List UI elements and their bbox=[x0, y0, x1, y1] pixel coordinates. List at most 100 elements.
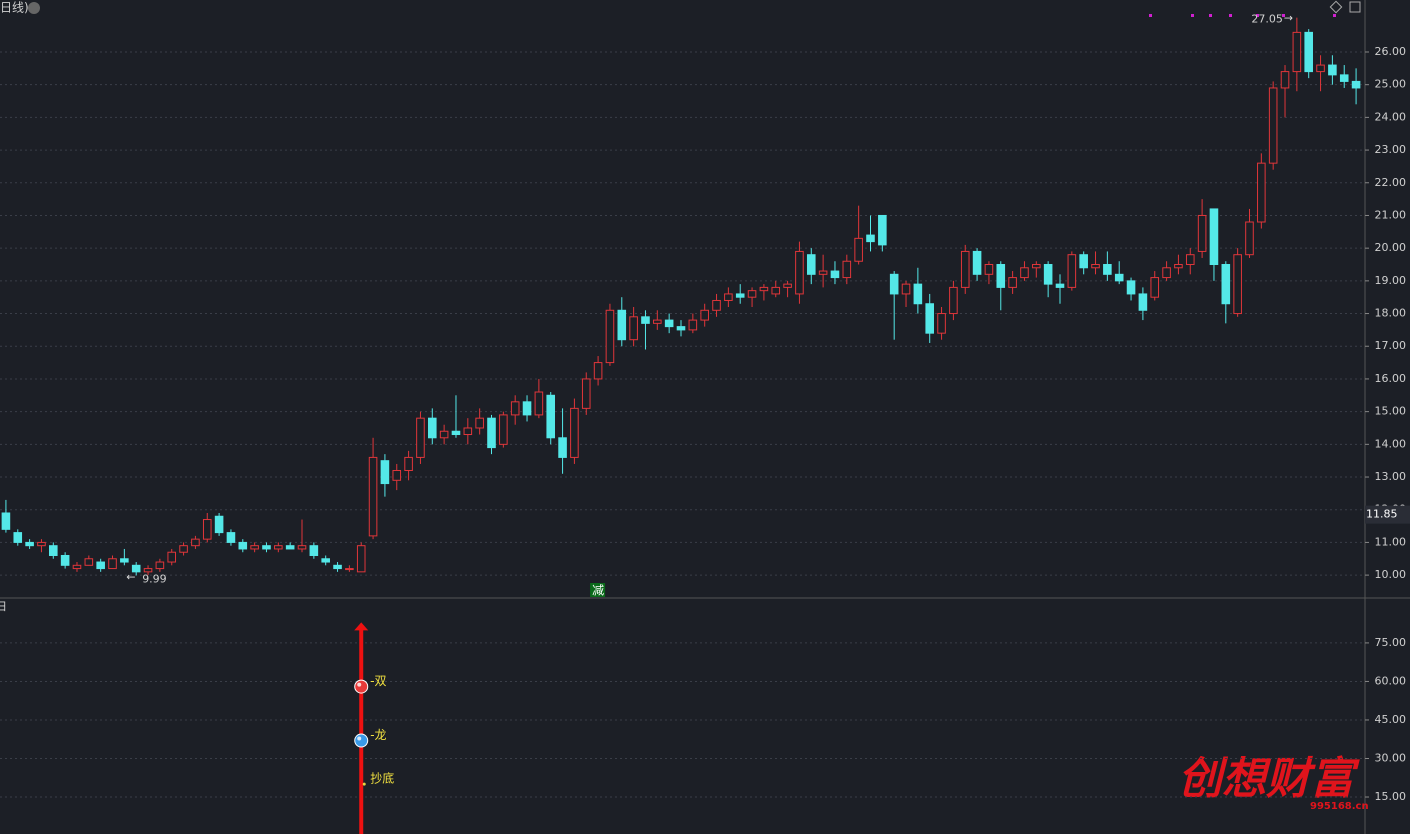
y-tick-label: 16.00 bbox=[1375, 372, 1407, 385]
candle-body bbox=[1221, 264, 1231, 305]
last-price-label: 11.85 bbox=[1366, 508, 1398, 521]
candle-body bbox=[250, 545, 259, 550]
candle-body bbox=[1150, 277, 1160, 298]
candle-body bbox=[416, 417, 425, 458]
candle-body bbox=[901, 283, 911, 295]
candle-body bbox=[724, 293, 733, 301]
marker bbox=[354, 679, 369, 694]
candle-body bbox=[1079, 254, 1088, 269]
marker bbox=[362, 782, 366, 786]
candle-body bbox=[1043, 264, 1053, 285]
candle-body bbox=[1233, 254, 1242, 315]
candle-body bbox=[179, 545, 188, 553]
candle-body bbox=[427, 417, 437, 439]
candle-body bbox=[570, 407, 579, 458]
candle-body bbox=[120, 558, 129, 563]
candle-body bbox=[1032, 264, 1041, 269]
candle-body bbox=[25, 541, 34, 547]
candle-body bbox=[925, 303, 935, 334]
candle-body bbox=[1268, 87, 1278, 164]
y-tick-label: 21.00 bbox=[1375, 208, 1407, 221]
marker-label: -双 bbox=[370, 674, 386, 688]
candle-body bbox=[463, 427, 473, 436]
candle-body bbox=[759, 286, 769, 292]
candle-body bbox=[1067, 254, 1077, 288]
candle-body bbox=[534, 391, 544, 416]
candle-body bbox=[96, 561, 105, 570]
candle-body bbox=[60, 554, 70, 566]
candle-body bbox=[866, 234, 875, 243]
candle-body bbox=[629, 316, 638, 341]
annotation-box bbox=[590, 583, 606, 597]
candle-body bbox=[1008, 277, 1017, 288]
candle-body bbox=[321, 558, 330, 563]
candle-body bbox=[558, 437, 567, 458]
marker-shine bbox=[357, 682, 362, 687]
candle-body bbox=[1316, 64, 1325, 73]
icon[interactable] bbox=[1349, 1, 1361, 13]
candle-body bbox=[1351, 80, 1361, 89]
candle-body bbox=[771, 286, 781, 295]
candle-body bbox=[274, 545, 283, 550]
candle-body bbox=[889, 273, 899, 295]
candle-body bbox=[155, 561, 165, 570]
candle-body bbox=[1138, 293, 1148, 311]
candle-body bbox=[1162, 267, 1171, 279]
chart-title: 日线) bbox=[0, 1, 29, 15]
candle-body bbox=[84, 558, 94, 566]
candle-body bbox=[13, 532, 23, 543]
candle-body bbox=[72, 564, 82, 570]
candle-body bbox=[392, 469, 402, 481]
candle-body bbox=[522, 401, 532, 416]
candle-body bbox=[1126, 280, 1136, 295]
high-label: 27.05 bbox=[1251, 13, 1283, 26]
candle-body bbox=[404, 456, 413, 471]
candle-body bbox=[1339, 74, 1349, 82]
candle-body bbox=[1103, 264, 1112, 275]
candle-body bbox=[878, 214, 887, 246]
candle-body bbox=[108, 558, 117, 570]
candle-body bbox=[262, 545, 271, 550]
marker-label: 抄底 bbox=[370, 771, 394, 786]
candle-body bbox=[1292, 31, 1302, 73]
y-tick-label: 22.00 bbox=[1375, 176, 1407, 189]
candle-body bbox=[368, 456, 378, 537]
y-tick-label: 30.00 bbox=[1375, 751, 1407, 764]
candle-body bbox=[1185, 254, 1195, 266]
candle-body bbox=[499, 414, 508, 445]
candle-body bbox=[475, 417, 484, 429]
marker-shine bbox=[357, 736, 362, 741]
candle-body bbox=[226, 532, 236, 543]
y-tick-label: 18.00 bbox=[1375, 307, 1407, 320]
candle-body bbox=[167, 551, 177, 563]
candle-body bbox=[783, 283, 792, 288]
candle-body bbox=[1197, 214, 1207, 252]
candle-body bbox=[380, 460, 390, 485]
candle-body bbox=[854, 237, 863, 262]
y-tick-label: 45.00 bbox=[1375, 713, 1407, 726]
candle-body bbox=[937, 313, 946, 334]
arrow: → bbox=[1284, 12, 1293, 25]
watermark-url: 995168.cn bbox=[1310, 801, 1369, 812]
y-tick-label: 15.00 bbox=[1375, 405, 1407, 418]
candle-body bbox=[818, 270, 828, 275]
candle-body bbox=[795, 250, 804, 295]
y-tick-label: 23.00 bbox=[1375, 143, 1407, 156]
watermark: 创想财富 bbox=[1178, 754, 1360, 805]
candle-body bbox=[439, 430, 449, 439]
dropdown-icon[interactable] bbox=[28, 2, 40, 14]
candle-body bbox=[581, 378, 591, 409]
candle-body bbox=[49, 545, 58, 556]
marker-label: -龙 bbox=[370, 728, 386, 742]
y-tick-label: 10.00 bbox=[1375, 568, 1407, 581]
candle-body bbox=[1091, 264, 1100, 269]
candle-body bbox=[451, 430, 461, 436]
candle-body bbox=[1328, 64, 1337, 76]
y-tick-label: 17.00 bbox=[1375, 339, 1407, 352]
y-tick-label: 25.00 bbox=[1375, 78, 1407, 91]
candle-body bbox=[1209, 208, 1219, 266]
icon[interactable] bbox=[1329, 0, 1343, 14]
candle-body bbox=[356, 545, 366, 573]
